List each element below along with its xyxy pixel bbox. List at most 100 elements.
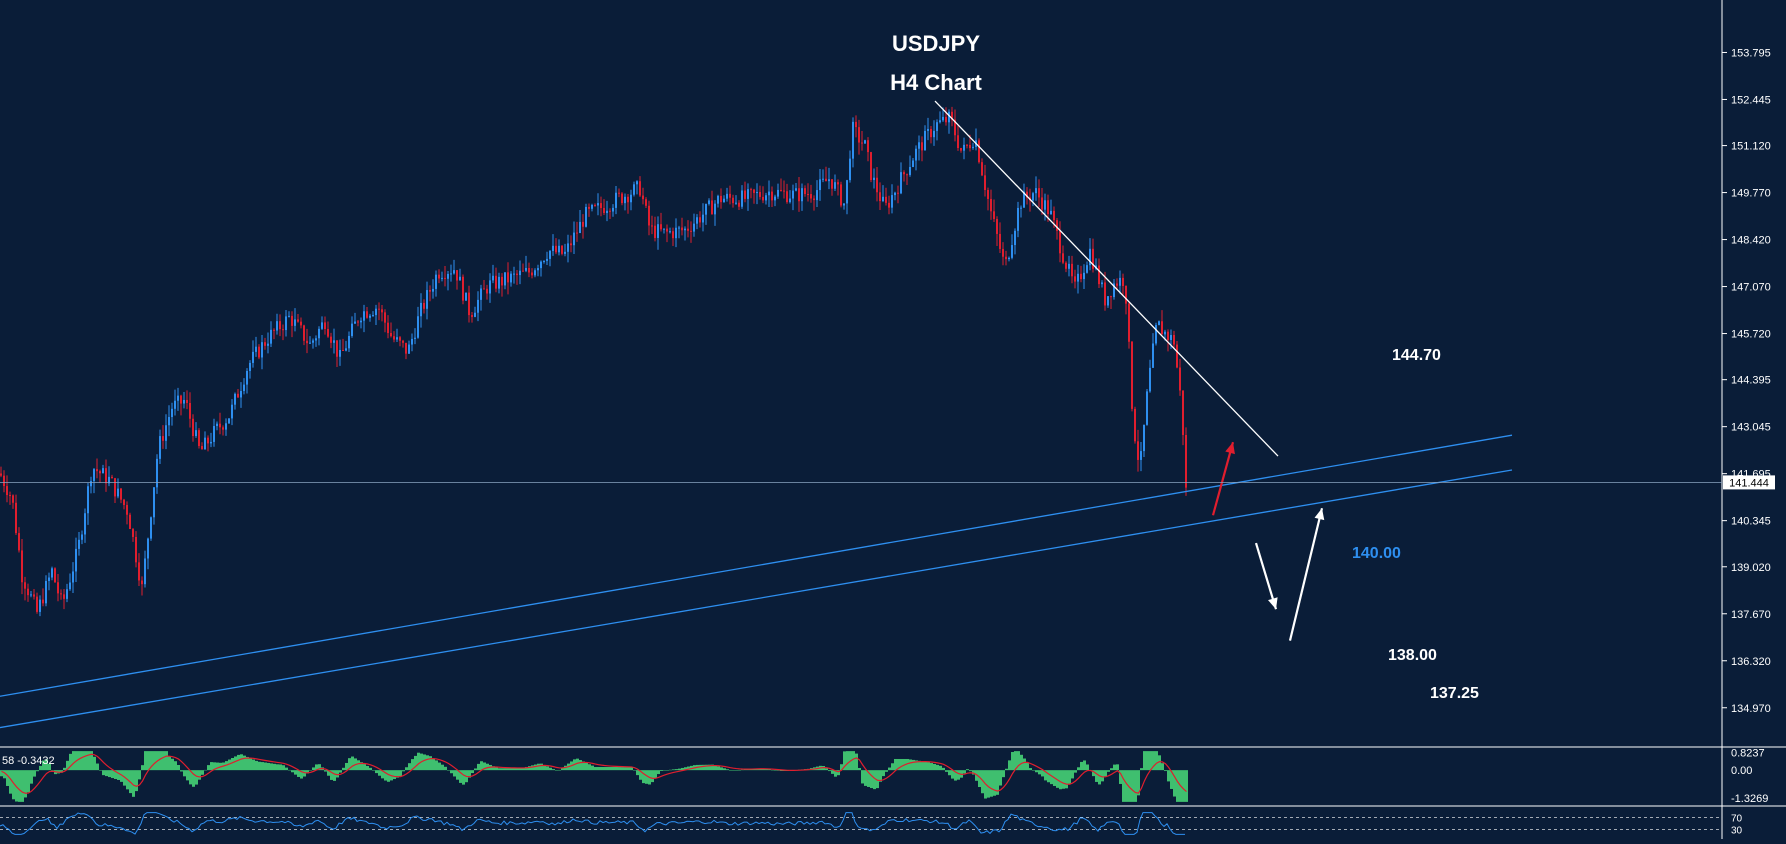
candle-body — [1125, 286, 1127, 304]
macd-histogram-bar — [1050, 770, 1053, 785]
candle-body — [63, 594, 65, 599]
candle-body — [873, 177, 875, 181]
macd-histogram-bar — [1122, 770, 1125, 802]
macd-histogram-bar — [96, 763, 99, 771]
macd-histogram-bar — [963, 770, 966, 774]
macd-histogram-bar — [720, 767, 723, 771]
macd-histogram-bar — [852, 751, 855, 771]
candle-body — [870, 152, 872, 181]
price-tick-label: 151.120 — [1731, 141, 1771, 153]
macd-histogram-bar — [90, 751, 93, 771]
macd-histogram-bar — [33, 770, 36, 777]
macd-histogram-bar — [1011, 752, 1014, 771]
candle-body — [906, 174, 908, 176]
macd-histogram-bar — [435, 760, 438, 771]
macd-histogram-bar — [468, 770, 471, 778]
macd-histogram-bar — [360, 762, 363, 771]
macd-histogram-bar — [1164, 770, 1167, 772]
macd-histogram-bar — [780, 770, 783, 771]
macd-histogram-bar — [150, 751, 153, 771]
macd-histogram-bar — [927, 762, 930, 771]
candle-body — [720, 195, 722, 203]
candle-body — [912, 160, 914, 167]
candle-body — [534, 270, 536, 276]
candle-body — [591, 204, 593, 209]
macd-histogram-bar — [180, 770, 183, 772]
candle-body — [159, 436, 161, 459]
candle-body — [597, 203, 599, 206]
candle-body — [81, 534, 83, 540]
macd-histogram-bar — [99, 770, 102, 771]
macd-histogram-bar — [1185, 770, 1188, 802]
macd-signal-line — [1, 753, 1187, 794]
macd-histogram-bar — [861, 770, 864, 784]
macd-histogram-bar — [1041, 770, 1044, 777]
macd-histogram-bar — [900, 758, 903, 771]
candle-body — [849, 158, 851, 181]
macd-histogram-bar — [330, 770, 333, 780]
candle-body — [645, 199, 647, 206]
candle-body — [1092, 248, 1094, 269]
candle-body — [543, 260, 545, 262]
macd-histogram-bar — [978, 770, 981, 788]
candle-body — [774, 196, 776, 201]
candle-body — [489, 280, 491, 294]
macd-histogram-bar — [426, 755, 429, 771]
macd-histogram-bar — [771, 769, 774, 771]
macd-histogram-bar — [417, 752, 420, 771]
macd-histogram-bar — [138, 770, 141, 780]
candle-body — [825, 178, 827, 182]
macd-histogram-bar — [867, 770, 870, 787]
macd-histogram-bar — [162, 751, 165, 771]
candle-body — [501, 276, 503, 286]
candle-body — [0, 473, 2, 476]
macd-histogram-bar — [387, 770, 390, 782]
macd-histogram-bar — [201, 770, 204, 775]
candle-body — [180, 395, 182, 404]
candle-body — [51, 568, 53, 578]
candle-body — [1086, 265, 1088, 273]
macd-histogram-bar — [837, 770, 840, 776]
candle-body — [273, 329, 275, 331]
candle-body — [129, 514, 131, 530]
macd-histogram-bar — [843, 751, 846, 771]
macd-histogram-bar — [60, 770, 63, 773]
candle-body — [192, 418, 194, 437]
macd-histogram-bar — [207, 765, 210, 771]
price-tick-label: 149.770 — [1731, 188, 1771, 200]
macd-histogram-bar — [537, 763, 540, 771]
candle-body — [987, 190, 989, 199]
macd-histogram-bar — [171, 758, 174, 771]
candle-body — [516, 273, 518, 276]
candle-body — [270, 329, 272, 344]
candle-body — [387, 322, 389, 334]
macd-histogram-bar — [942, 767, 945, 771]
macd-histogram-bar — [534, 764, 537, 771]
candle-body — [414, 337, 416, 339]
macd-histogram-bar — [249, 758, 252, 771]
macd-histogram-bar — [1026, 762, 1029, 771]
candle-body — [684, 228, 686, 231]
candle-body — [855, 121, 857, 128]
macd-histogram-bar — [528, 766, 531, 771]
candle-body — [261, 342, 263, 358]
macd-histogram-bar — [318, 764, 321, 771]
candle-body — [948, 111, 950, 123]
macd-histogram-bar — [882, 770, 885, 777]
macd-histogram-bar — [237, 754, 240, 771]
macd-histogram-bar — [645, 770, 648, 784]
rsi-tick-label: 70 — [1731, 813, 1743, 824]
candle-body — [672, 231, 674, 239]
macd-histogram-bar — [549, 767, 552, 771]
macd-histogram-bar — [999, 770, 1002, 786]
candle-body — [1059, 230, 1061, 254]
arrow-head — [1225, 442, 1235, 455]
macd-histogram-bar — [174, 761, 177, 771]
candle-body — [150, 517, 152, 539]
macd-histogram-bar — [600, 767, 603, 771]
candle-body — [696, 217, 698, 224]
macd-histogram-bar — [1128, 770, 1131, 802]
candle-body — [993, 211, 995, 219]
macd-histogram-bar — [450, 770, 453, 774]
macd-tick-label: -1.3269 — [1731, 793, 1768, 805]
